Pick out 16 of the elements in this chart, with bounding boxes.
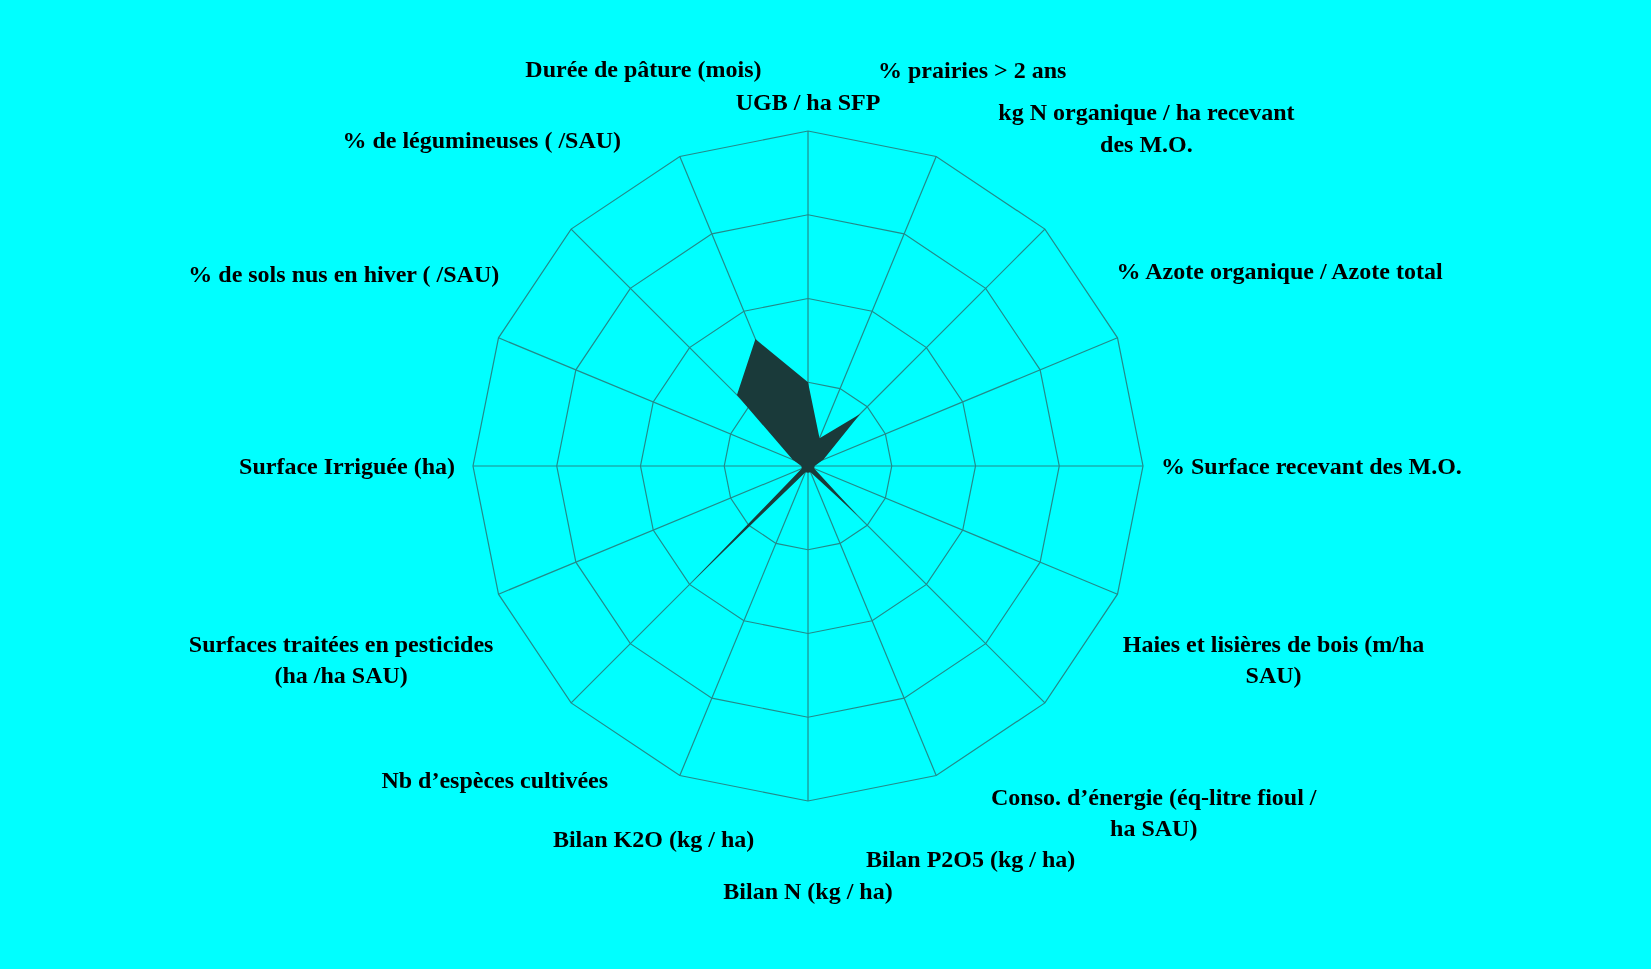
spoke-label: % de sols nus en hiver ( /SAU) — [188, 261, 500, 288]
spoke-label: % de légumineuses ( /SAU) — [342, 127, 622, 154]
spoke-label: % Azote organique / Azote total — [1116, 258, 1443, 285]
spoke-label: Haies et lisières de bois (m/ha SAU) — [1122, 630, 1425, 688]
spoke-label: Nb d’espèces cultivées — [381, 766, 609, 793]
spoke-label: Surface Irriguée (ha) — [239, 453, 456, 480]
spoke-label: % prairies > 2 ans — [877, 57, 1067, 84]
spoke-label: Durée de pâture (mois) — [525, 56, 762, 83]
spoke-label: Bilan P2O5 (kg / ha) — [865, 846, 1076, 873]
spoke-label: kg N organique / ha recevant des M.O. — [998, 99, 1295, 157]
spoke-label: UGB / ha SFP — [735, 88, 881, 115]
spoke-label: Bilan K2O (kg / ha) — [552, 826, 755, 853]
spoke-label: Conso. d’énergie (éq-litre fioul / ha SAU) — [991, 783, 1317, 841]
spoke-label: Surfaces traitées en pesticides (ha /ha SAU) — [188, 631, 494, 689]
spoke-label: % Surface recevant des M.O. — [1161, 453, 1462, 480]
spoke-label: Bilan N (kg / ha) — [723, 878, 893, 904]
